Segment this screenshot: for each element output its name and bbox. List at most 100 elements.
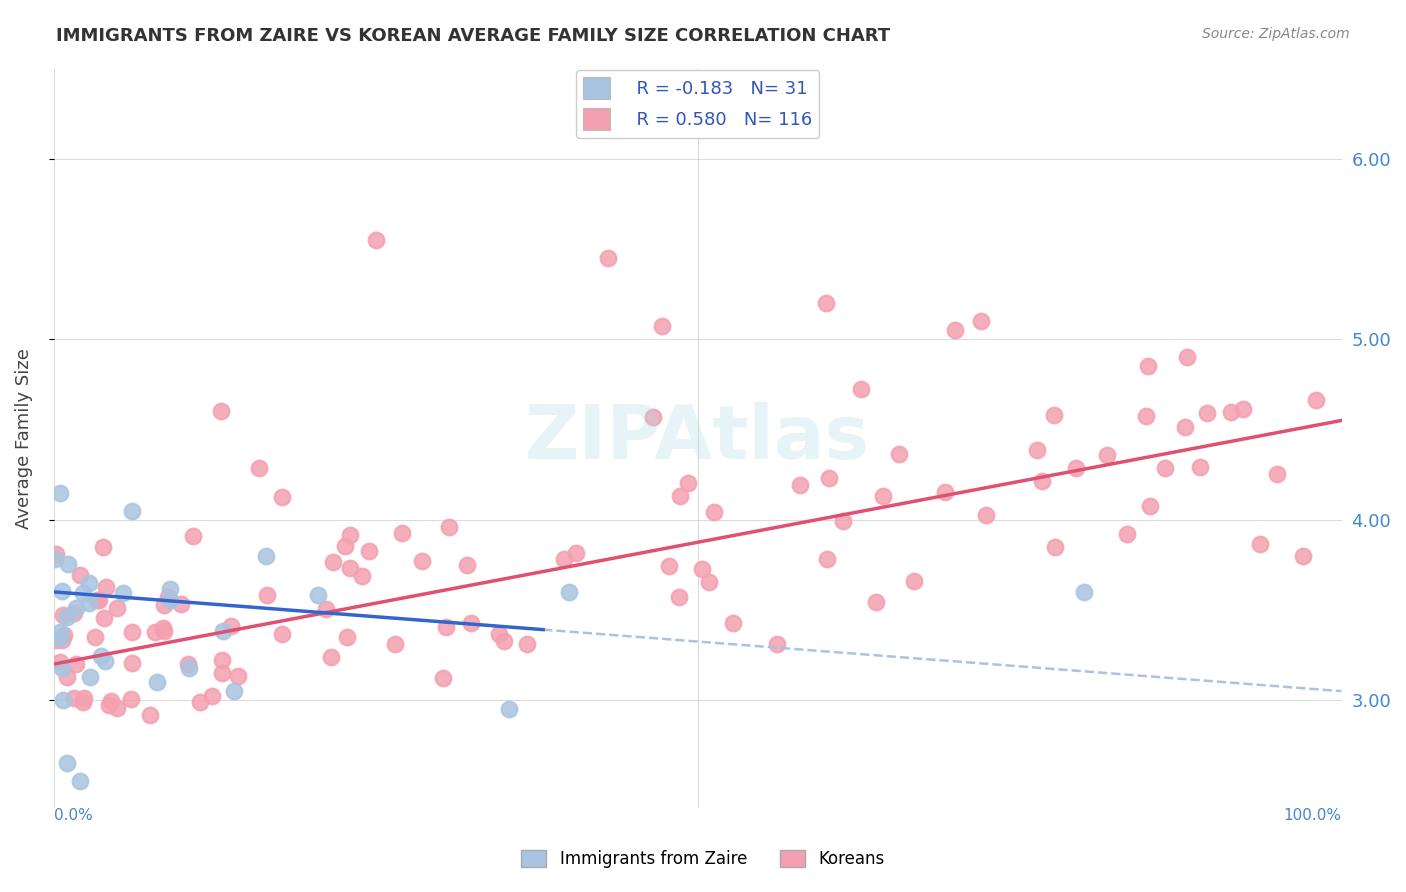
Point (690, 562, 713, 576)
Point (817, 471, 839, 485)
Point (815, 552, 838, 566)
Point (437, 520, 460, 534)
Point (703, 505, 725, 519)
Point (63, 691, 86, 706)
Point (1042, 409, 1064, 423)
Point (1292, 549, 1315, 563)
Point (697, 575, 720, 590)
Point (56, 670, 79, 684)
Point (247, 461, 270, 475)
Point (492, 634, 515, 648)
Point (364, 233, 387, 247)
Point (153, 624, 176, 638)
Point (336, 630, 359, 644)
Point (256, 588, 278, 602)
Point (851, 382, 873, 396)
Point (65, 657, 87, 672)
Point (179, 661, 201, 675)
Point (1154, 460, 1177, 475)
Point (107, 701, 129, 715)
Point (970, 314, 993, 328)
Point (211, 666, 233, 681)
Point (765, 637, 787, 651)
Point (432, 671, 454, 685)
Text: ZIPAtlas: ZIPAtlas (524, 402, 870, 475)
Point (45, 632, 67, 647)
Point (159, 593, 181, 607)
Point (139, 707, 162, 722)
Point (789, 478, 811, 492)
Point (641, 410, 664, 425)
Point (96, 580, 118, 594)
Point (271, 627, 294, 641)
Point (553, 551, 575, 566)
Point (1232, 402, 1254, 417)
Point (1175, 351, 1198, 365)
Point (83, 630, 105, 644)
Point (1188, 459, 1211, 474)
Text: Source: ZipAtlas.com: Source: ZipAtlas.com (1202, 27, 1350, 41)
Point (339, 528, 361, 542)
Point (1249, 537, 1271, 551)
Point (177, 657, 200, 672)
Point (721, 616, 744, 631)
Point (456, 558, 478, 573)
Point (1073, 585, 1095, 599)
Point (65, 600, 87, 615)
Point (56, 558, 79, 572)
Point (1265, 467, 1288, 481)
Point (271, 490, 294, 504)
Text: 0.0%: 0.0% (53, 808, 93, 823)
Point (51, 584, 73, 599)
Point (49, 485, 72, 500)
Point (1026, 443, 1049, 458)
Point (1116, 526, 1139, 541)
Point (87, 593, 110, 607)
Point (72, 695, 94, 709)
Point (516, 637, 538, 651)
Point (224, 684, 246, 698)
Point (48, 631, 70, 645)
Point (120, 692, 142, 706)
Point (1043, 540, 1066, 554)
Point (934, 484, 956, 499)
Point (52, 693, 75, 707)
Point (1174, 419, 1197, 434)
Point (91, 540, 114, 554)
Point (669, 489, 692, 503)
Point (411, 554, 433, 568)
Point (434, 620, 457, 634)
Point (1064, 461, 1087, 475)
Point (181, 529, 204, 543)
Point (49, 655, 72, 669)
Legend:   R = -0.183   N= 31,   R = 0.580   N= 116: R = -0.183 N= 31, R = 0.580 N= 116 (576, 70, 820, 137)
Point (152, 621, 174, 635)
Point (307, 588, 329, 602)
Point (52, 607, 75, 622)
Point (211, 653, 233, 667)
Text: IMMIGRANTS FROM ZAIRE VS KOREAN AVERAGE FAMILY SIZE CORRELATION CHART: IMMIGRANTS FROM ZAIRE VS KOREAN AVERAGE … (56, 27, 890, 45)
Point (384, 637, 406, 651)
Point (146, 675, 169, 690)
Point (156, 590, 179, 604)
Point (97, 698, 120, 712)
Point (1220, 404, 1243, 418)
Point (100, 694, 122, 708)
Point (79, 596, 101, 610)
Point (143, 624, 166, 639)
Point (86, 593, 108, 607)
Legend: Immigrants from Zaire, Koreans: Immigrants from Zaire, Koreans (515, 843, 891, 875)
Point (1095, 448, 1118, 462)
Point (943, 323, 966, 337)
Point (460, 615, 482, 630)
Point (226, 669, 249, 683)
Point (51, 633, 73, 648)
Point (596, 251, 619, 265)
Point (565, 546, 588, 560)
Point (359, 544, 381, 558)
Point (52, 628, 75, 642)
Point (887, 447, 910, 461)
Point (77, 576, 100, 591)
Y-axis label: Average Family Size: Average Family Size (15, 348, 32, 529)
Point (190, 695, 212, 709)
